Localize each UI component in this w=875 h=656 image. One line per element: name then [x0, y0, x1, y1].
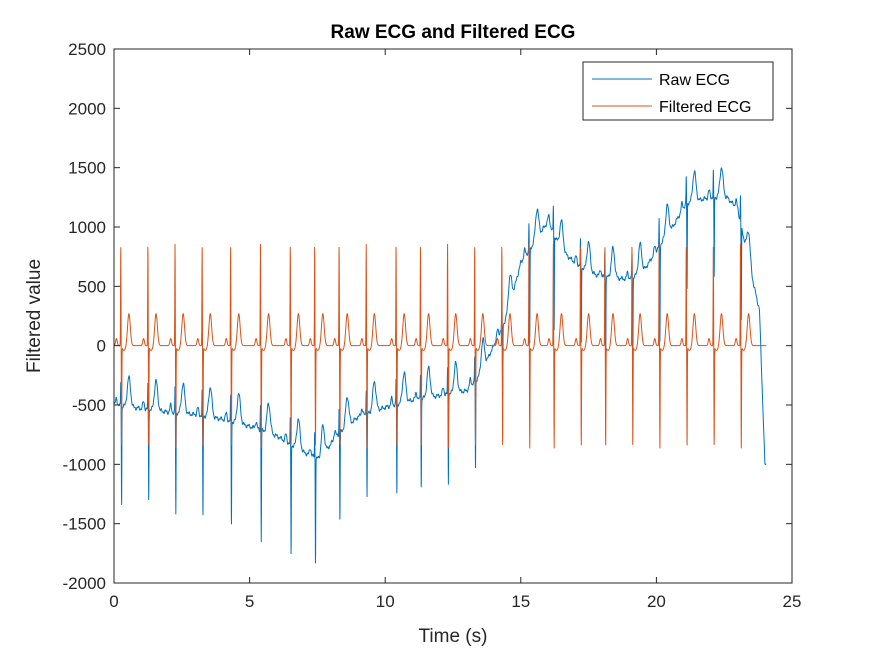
chart-title: Raw ECG and Filtered ECG [331, 22, 576, 43]
y-tick-label: 500 [78, 277, 106, 296]
y-axis-label: Filtered value [24, 259, 45, 373]
series-layer [114, 167, 767, 564]
y-tick-label: -500 [72, 396, 106, 415]
x-axis-label: Time (s) [419, 626, 488, 647]
y-axis-ticks: -2000 -1500 -1000 -500 0 500 1000 1500 2000 2500 [63, 40, 792, 593]
legend: Raw ECG Filtered ECG [582, 61, 774, 121]
x-tick-label: 0 [109, 592, 118, 611]
x-tick-label: 10 [376, 592, 395, 611]
x-tick-label: 25 [783, 592, 802, 611]
axes-box [113, 48, 793, 584]
y-tick-label: 2500 [68, 40, 106, 59]
x-tick-label: 5 [245, 592, 254, 611]
legend-label-raw-ecg: Raw ECG [659, 72, 730, 89]
y-tick-label: -1000 [63, 455, 106, 474]
legend-label-filtered-ecg: Filtered ECG [659, 99, 751, 116]
y-tick-label: 2000 [68, 99, 106, 118]
y-tick-label: 1500 [68, 159, 106, 178]
y-tick-label: -1500 [63, 515, 106, 534]
y-tick-label: 1000 [68, 218, 106, 237]
plot-area [114, 49, 792, 583]
series-line-raw-ecg [114, 167, 767, 564]
y-tick-label: 0 [97, 337, 106, 356]
x-axis-ticks: 0 5 10 15 20 25 [109, 49, 801, 611]
x-tick-label: 20 [647, 592, 666, 611]
legend-box [582, 61, 774, 121]
y-tick-label: -2000 [63, 574, 106, 593]
x-tick-label: 15 [511, 592, 530, 611]
series-line-filtered-ecg [114, 243, 767, 449]
